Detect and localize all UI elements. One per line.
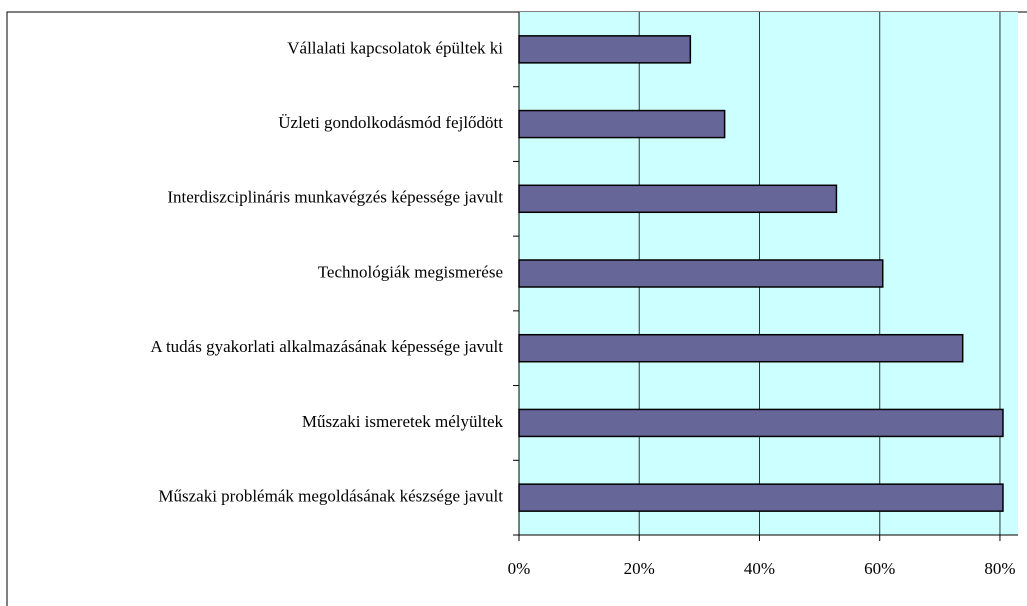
x-tick-label: 0% bbox=[508, 559, 531, 578]
bar bbox=[518, 184, 838, 214]
bar bbox=[518, 408, 1004, 438]
bar bbox=[518, 483, 1004, 512]
y-tick-label: Technológiák megismerése bbox=[318, 262, 503, 281]
x-tick-label: 80% bbox=[984, 559, 1015, 578]
x-tick-label: 40% bbox=[744, 559, 775, 578]
y-tick-label: Üzleti gondolkodásmód fejlődött bbox=[278, 113, 503, 132]
x-tick-label: 60% bbox=[864, 559, 895, 578]
y-tick-label: A tudás gyakorlati alkalmazásának képess… bbox=[150, 337, 503, 356]
bar bbox=[518, 109, 726, 139]
y-tick-label: Interdiszciplináris munkavégzés képesség… bbox=[167, 188, 503, 207]
bar bbox=[518, 333, 964, 363]
y-tick-label: Vállalati kapcsolatok épültek ki bbox=[287, 38, 503, 57]
y-tick-label: Műszaki ismeretek mélyültek bbox=[302, 412, 504, 431]
y-tick-label: Műszaki problémák megoldásának készsége … bbox=[158, 487, 503, 506]
bar bbox=[518, 35, 692, 64]
x-tick-label: 20% bbox=[624, 559, 655, 578]
bar bbox=[518, 259, 884, 288]
